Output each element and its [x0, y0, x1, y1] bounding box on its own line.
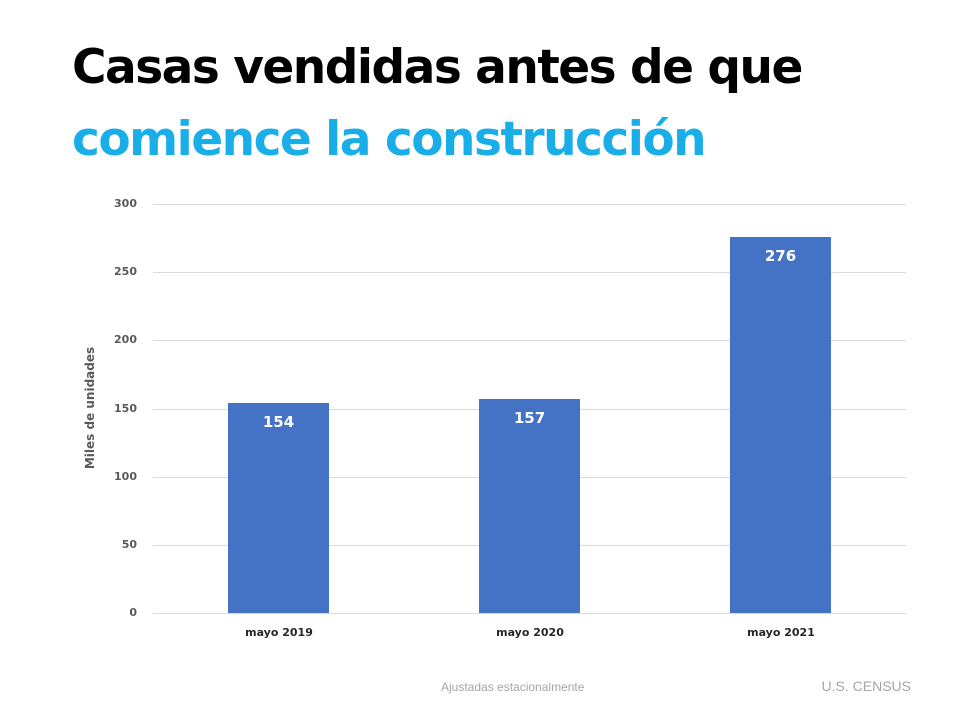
y-tick-label: 300 [114, 197, 137, 210]
y-tick-label: 150 [114, 402, 137, 415]
y-tick-label: 250 [114, 265, 137, 278]
gridline [153, 340, 906, 341]
x-tick-label: mayo 2019 [245, 626, 313, 639]
y-tick-label: 50 [121, 538, 137, 551]
gridline [153, 204, 906, 205]
gridline [153, 613, 906, 614]
x-tick-label: mayo 2020 [496, 626, 564, 639]
y-tick-label: 0 [129, 606, 137, 619]
source-label: U.S. CENSUS [821, 678, 911, 694]
seasonally-adjusted-note: Ajustadas estacionalmente [441, 680, 585, 694]
bar-value-label: 154 [262, 413, 295, 431]
x-tick-label: mayo 2021 [747, 626, 815, 639]
bar-value-label: 157 [513, 409, 546, 427]
title-line-1: Casas vendidas antes de que [72, 40, 803, 95]
gridline [153, 272, 906, 273]
title-line-2: comience la construcción [72, 112, 707, 167]
y-tick-label: 100 [114, 470, 137, 483]
bar-value-label: 276 [764, 247, 797, 265]
y-tick-label: 200 [114, 333, 137, 346]
bar: 157 [479, 399, 580, 613]
bar: 154 [228, 403, 329, 613]
bar: 276 [730, 237, 831, 613]
